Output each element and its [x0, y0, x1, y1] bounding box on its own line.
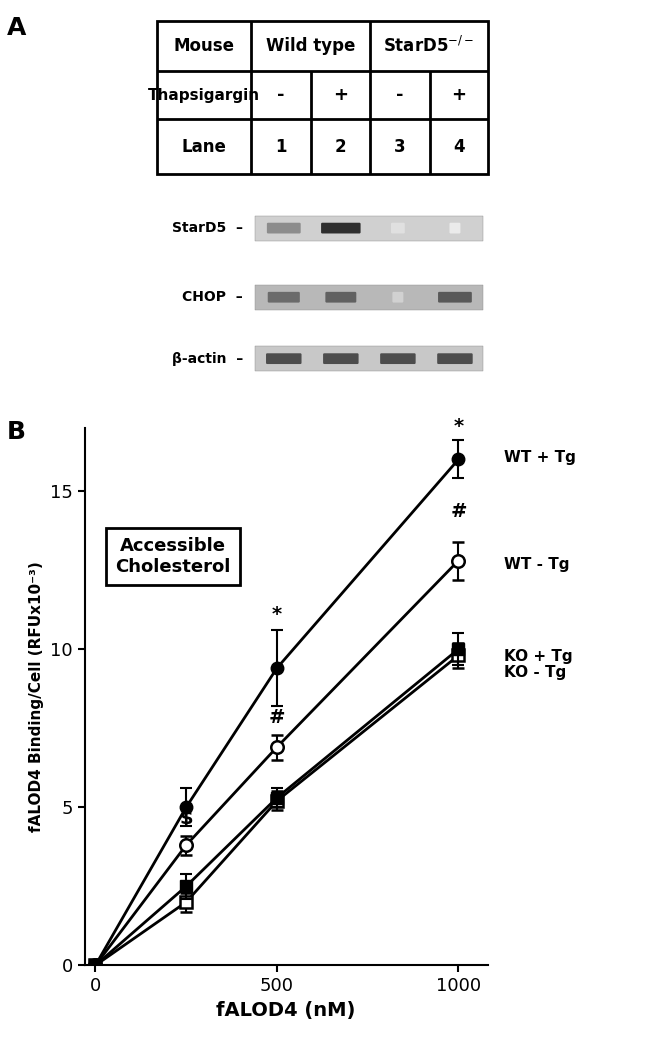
Text: WT - Tg: WT - Tg — [504, 557, 569, 572]
FancyBboxPatch shape — [438, 292, 472, 303]
FancyBboxPatch shape — [380, 353, 415, 364]
Bar — [255, 347, 484, 372]
FancyBboxPatch shape — [449, 223, 460, 234]
FancyBboxPatch shape — [267, 223, 301, 234]
FancyBboxPatch shape — [268, 292, 300, 303]
Text: CHOP  –: CHOP – — [183, 291, 243, 304]
Text: -: - — [396, 86, 404, 104]
Text: A: A — [6, 16, 26, 39]
Text: +: + — [333, 86, 348, 104]
Text: Lane: Lane — [182, 138, 227, 156]
Text: Thapsigargin: Thapsigargin — [148, 88, 260, 103]
FancyBboxPatch shape — [437, 353, 473, 364]
Bar — [255, 216, 484, 241]
Text: WT + Tg: WT + Tg — [504, 449, 575, 465]
Text: *: * — [272, 605, 282, 624]
Text: 2: 2 — [335, 138, 346, 156]
FancyBboxPatch shape — [266, 353, 302, 364]
Text: $: $ — [179, 809, 193, 827]
Bar — [255, 284, 484, 309]
FancyBboxPatch shape — [321, 223, 361, 234]
FancyBboxPatch shape — [391, 223, 405, 234]
Bar — [157, 21, 488, 174]
Text: -: - — [277, 86, 285, 104]
Text: B: B — [6, 420, 25, 444]
Text: 4: 4 — [453, 138, 464, 156]
Text: 3: 3 — [394, 138, 406, 156]
X-axis label: fALOD4 (nM): fALOD4 (nM) — [216, 1001, 356, 1019]
Text: #: # — [450, 502, 467, 521]
Text: KO + Tg: KO + Tg — [504, 649, 572, 663]
Text: +: + — [451, 86, 466, 104]
Text: StarD5  –: StarD5 – — [172, 221, 243, 235]
FancyBboxPatch shape — [393, 292, 404, 303]
Text: StarD5$^{-/-}$: StarD5$^{-/-}$ — [384, 36, 474, 56]
Text: KO - Tg: KO - Tg — [504, 665, 566, 680]
Y-axis label: fALOD4 Binding/Cell (RFUx10⁻³): fALOD4 Binding/Cell (RFUx10⁻³) — [29, 562, 44, 831]
FancyBboxPatch shape — [326, 292, 356, 303]
Text: Mouse: Mouse — [174, 37, 235, 55]
Text: Accessible
Cholesterol: Accessible Cholesterol — [116, 538, 231, 576]
Text: Wild type: Wild type — [266, 37, 356, 55]
Text: #: # — [268, 708, 285, 727]
Text: β-actin  –: β-actin – — [172, 352, 243, 365]
Text: 1: 1 — [275, 138, 287, 156]
Text: *: * — [454, 416, 463, 436]
FancyBboxPatch shape — [323, 353, 359, 364]
